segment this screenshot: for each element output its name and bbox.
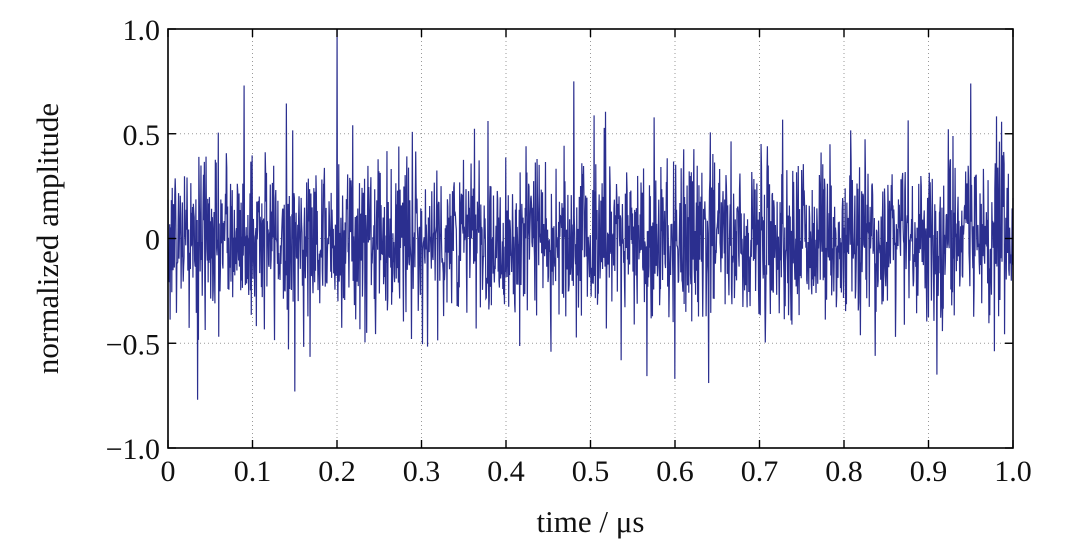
x-tick-label: 0.5 xyxy=(572,455,610,488)
x-tick-label: 0.3 xyxy=(403,455,441,488)
plot-area xyxy=(167,28,1014,400)
x-tick-label: 0.2 xyxy=(318,455,356,488)
x-tick-label: 0.4 xyxy=(487,455,525,488)
x-tick-label: 0.9 xyxy=(910,455,948,488)
x-tick-label: 0.8 xyxy=(825,455,863,488)
signal-trace xyxy=(167,28,1014,400)
x-tick-label: 0.6 xyxy=(656,455,694,488)
x-axis-title: time / μs xyxy=(537,504,645,539)
x-tick-labels: 0 0.1 0.2 0.3 0.4 0.5 0.6 0.7 0.8 0.9 1.0 xyxy=(161,455,1032,488)
y-axis-title: normalized amplitude xyxy=(30,103,65,374)
grid-lines xyxy=(168,29,1013,448)
y-tick-label: −1.0 xyxy=(106,433,160,466)
y-tick-label: 0 xyxy=(145,224,160,257)
y-tick-label: −0.5 xyxy=(106,328,160,361)
x-tick-label: 0.1 xyxy=(234,455,272,488)
y-tick-label: 0.5 xyxy=(123,119,161,152)
y-tick-label: 1.0 xyxy=(123,14,161,47)
x-tick-label: 0.7 xyxy=(741,455,779,488)
y-tick-labels: −1.0 −0.5 0 0.5 1.0 xyxy=(106,14,160,466)
tick-marks xyxy=(167,28,1014,449)
x-tick-label: 0 xyxy=(161,455,176,488)
x-tick-label: 1.0 xyxy=(994,455,1032,488)
